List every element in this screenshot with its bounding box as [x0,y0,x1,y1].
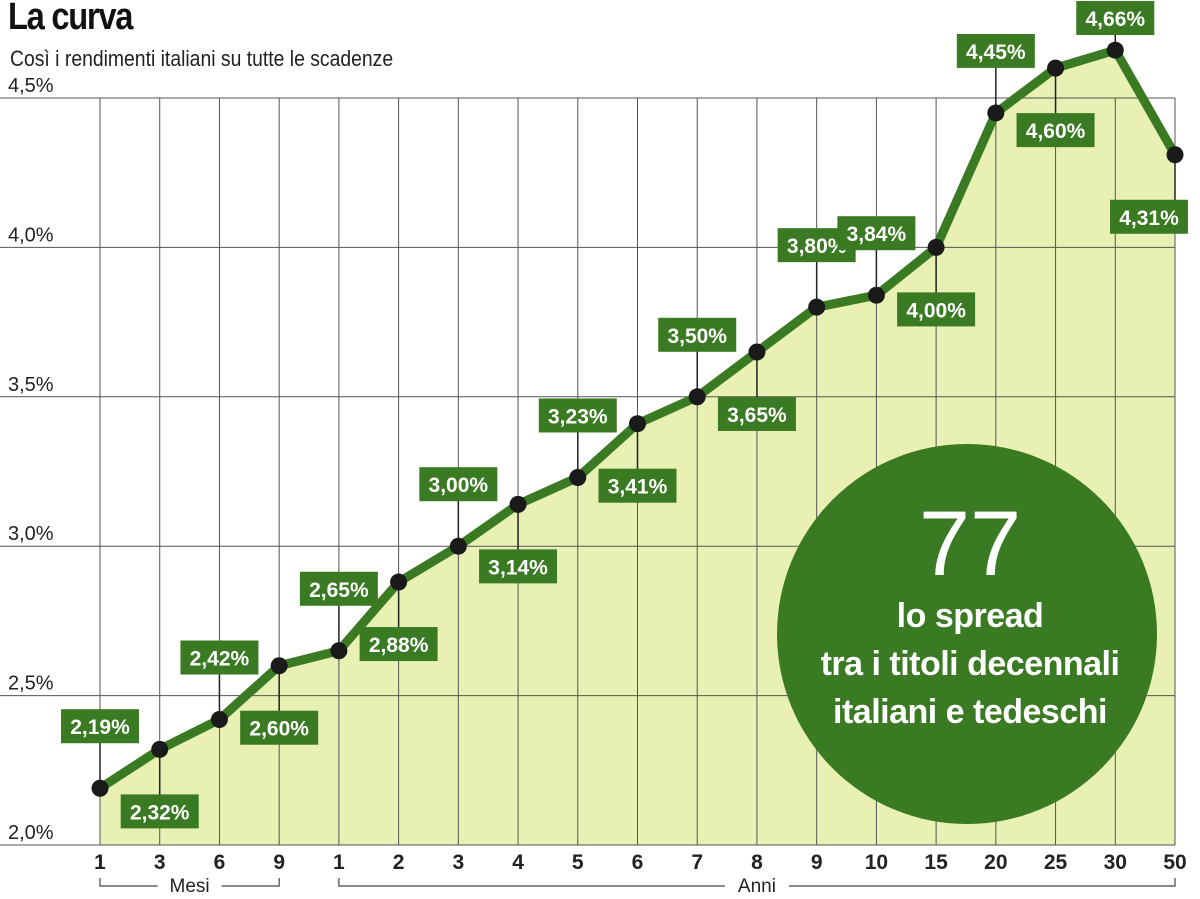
data-marker [91,779,109,797]
data-label-box [419,467,498,502]
data-label: 4,00% [906,299,966,322]
x-tick-label: 6 [632,851,644,874]
group-bracket [338,878,1176,887]
data-label: 2,32% [130,801,190,824]
data-marker [629,415,646,433]
spread-value: 77 [919,493,1021,595]
spread-callout: 77 lo spread tra i titoli decennali ital… [777,444,1157,824]
data-label-box [299,571,378,606]
data-label-box [717,396,796,431]
data-markers [91,41,1184,797]
data-marker [748,343,766,361]
x-tick-label: 20 [984,851,1007,874]
data-label: 2,19% [70,716,130,739]
data-marker [1106,41,1124,59]
data-labels: 2,19% 2,32% 2,42% 2,60% 2,65% 2,88% 3,00% 3,14%… [61,1,1188,829]
spread-circle [777,444,1157,824]
x-tick-label: 6 [214,851,226,874]
data-label: 3,84% [847,223,907,246]
x-tick-label: 2 [393,851,405,874]
data-label-box [1016,113,1095,148]
x-tick-label: 7 [691,851,703,874]
y-tick-label: 4,0% [8,224,54,246]
y-tick-label: 2,5% [8,673,54,695]
x-tick-label: 1 [94,851,106,874]
data-marker [867,286,885,304]
group-label: Anni [738,876,776,897]
y-axis: 2,0% 2,5% 3,0% 3,5% 4,0% 4,5% [8,75,54,844]
data-marker [330,642,348,660]
x-tick-label: 15 [924,851,948,874]
data-marker [1047,59,1065,77]
y-tick-label: 2,0% [8,822,54,844]
data-label-box [61,709,139,744]
group-bracket [99,878,280,887]
data-label: 4,31% [1119,207,1179,230]
data-label-box [240,710,319,745]
data-label-box [1076,1,1155,35]
x-axis: 1 3 6 9 1 2 3 4 5 6 7 8 9 10 15 20 25 30 50 [94,851,1187,874]
data-label: 4,60% [1026,120,1086,143]
data-label: 3,14% [488,556,548,579]
data-label: 3,00% [429,474,489,497]
data-label-box [598,468,677,503]
data-label: 3,23% [548,405,608,428]
chart-title: La curva [8,0,133,38]
chart-subtitle: Così i rendimenti italiani su tutte le s… [10,46,394,71]
x-tick-label: 3 [154,851,166,874]
data-marker [808,298,826,316]
x-tick-label: 25 [1044,851,1068,874]
spread-line-1: lo spread [897,597,1044,635]
data-label: 4,45% [966,41,1026,64]
x-tick-label: 10 [865,851,888,874]
group-label: Mesi [170,876,210,897]
x-tick-label: 30 [1104,851,1127,874]
data-label-box [538,398,617,433]
data-label-box [1110,199,1188,234]
y-tick-label: 3,0% [8,523,54,545]
data-marker [569,468,587,486]
data-label-box [956,33,1035,68]
data-marker [509,495,527,513]
data-label-box [479,549,558,584]
data-marker [270,657,288,675]
spread-line-3: italiani e tedeschi [833,693,1107,731]
data-label: 2,65% [309,579,369,602]
data-marker [390,573,408,591]
data-label-box [359,627,438,662]
data-label-box [658,317,737,352]
x-tick-label: 9 [273,851,285,874]
y-tick-label: 4,5% [8,75,54,97]
data-label: 4,66% [1086,8,1146,31]
data-marker [927,238,945,256]
spread-line-2: tra i titoli decennali [821,645,1120,683]
data-label-box [180,640,259,675]
x-tick-label: 8 [751,851,763,874]
x-tick-label: 1 [333,851,345,874]
data-label: 3,80% [787,235,847,258]
data-label: 2,88% [369,634,429,657]
data-marker [1166,146,1184,164]
data-label: 2,42% [190,648,250,671]
data-marker [987,104,1005,122]
data-marker [210,711,228,729]
data-label: 3,50% [667,325,727,348]
data-label: 3,41% [608,476,668,499]
data-label-box [120,794,199,829]
data-label-box [837,216,916,251]
x-tick-label: 4 [512,851,524,874]
data-marker [688,388,706,406]
x-tick-label: 50 [1163,851,1186,874]
data-label-box [897,292,976,327]
data-marker [151,740,169,758]
x-tick-label: 3 [452,851,464,874]
y-tick-label: 3,5% [8,374,54,396]
data-label: 2,60% [249,718,309,741]
x-tick-label: 5 [572,851,584,874]
data-label: 3,65% [727,404,787,427]
x-tick-label: 9 [811,851,823,874]
data-marker [449,537,467,555]
axis-groups: Mesi Anni [99,876,1176,897]
